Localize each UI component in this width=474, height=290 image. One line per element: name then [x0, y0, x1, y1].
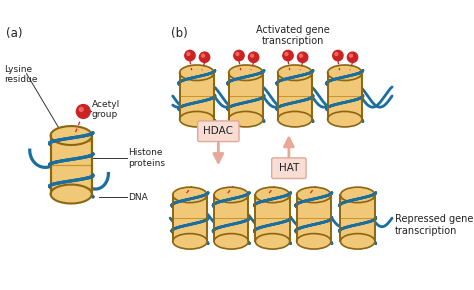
Text: Histone
proteins: Histone proteins: [128, 148, 165, 168]
Circle shape: [285, 52, 288, 55]
Circle shape: [349, 54, 352, 57]
FancyBboxPatch shape: [198, 121, 239, 142]
Bar: [228, 73, 263, 119]
Circle shape: [248, 52, 259, 62]
Text: HDAC: HDAC: [203, 126, 233, 136]
Bar: [51, 135, 92, 194]
Ellipse shape: [297, 234, 331, 249]
Text: Activated gene
transcription: Activated gene transcription: [256, 25, 330, 46]
Ellipse shape: [51, 184, 92, 204]
Ellipse shape: [340, 234, 375, 249]
Ellipse shape: [340, 187, 375, 203]
Ellipse shape: [255, 187, 290, 203]
Text: Acetyl
group: Acetyl group: [92, 100, 120, 119]
Ellipse shape: [173, 187, 207, 203]
Bar: [255, 195, 290, 241]
Ellipse shape: [173, 234, 207, 249]
Bar: [180, 73, 214, 119]
Text: (b): (b): [171, 27, 188, 40]
Bar: [328, 73, 362, 119]
Ellipse shape: [214, 187, 248, 203]
Bar: [340, 195, 375, 241]
Text: DNA: DNA: [128, 193, 148, 202]
Circle shape: [333, 50, 343, 61]
Ellipse shape: [255, 234, 290, 249]
Circle shape: [335, 52, 338, 55]
Circle shape: [79, 108, 83, 111]
Ellipse shape: [328, 65, 362, 81]
Circle shape: [298, 52, 308, 62]
Bar: [214, 195, 248, 241]
FancyBboxPatch shape: [272, 158, 306, 179]
Ellipse shape: [180, 111, 214, 127]
Circle shape: [76, 105, 90, 118]
Circle shape: [300, 54, 302, 57]
Text: Repressed gene
transcription: Repressed gene transcription: [395, 214, 473, 236]
Ellipse shape: [51, 126, 92, 145]
Circle shape: [187, 52, 190, 55]
Bar: [297, 195, 331, 241]
Text: Lysine
residue: Lysine residue: [4, 65, 37, 84]
Ellipse shape: [214, 234, 248, 249]
Bar: [173, 195, 207, 241]
Circle shape: [236, 52, 239, 55]
Ellipse shape: [228, 65, 263, 81]
Circle shape: [185, 50, 195, 61]
Circle shape: [200, 52, 210, 62]
Circle shape: [347, 52, 358, 62]
Ellipse shape: [180, 65, 214, 81]
Circle shape: [201, 54, 204, 57]
Circle shape: [234, 50, 244, 61]
Ellipse shape: [228, 111, 263, 127]
Text: HAT: HAT: [279, 163, 299, 173]
Ellipse shape: [278, 111, 312, 127]
Ellipse shape: [278, 65, 312, 81]
Bar: [278, 73, 312, 119]
Circle shape: [251, 54, 254, 57]
Circle shape: [283, 50, 293, 61]
Text: (a): (a): [6, 27, 22, 40]
Ellipse shape: [328, 111, 362, 127]
Ellipse shape: [297, 187, 331, 203]
